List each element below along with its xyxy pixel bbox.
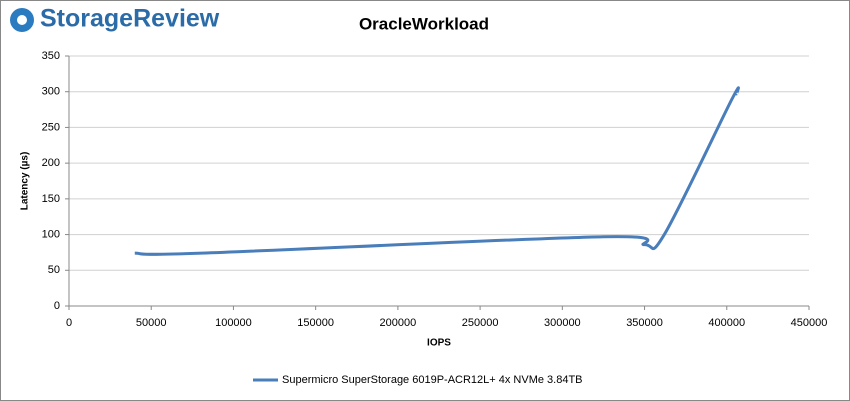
x-tick-label: 50000 [136, 317, 167, 329]
x-tick-label: 400000 [708, 317, 745, 329]
y-axis-label: Latency (µs) [20, 152, 31, 211]
x-tick-label: 0 [66, 317, 72, 329]
x-axis-label: IOPS [427, 338, 451, 349]
x-tick-label: 300000 [544, 317, 581, 329]
y-tick-label: 50 [48, 264, 60, 276]
x-tick-label: 200000 [380, 317, 417, 329]
y-tick-label: 200 [42, 157, 60, 169]
y-tick-label: 300 [42, 86, 60, 98]
x-tick-label: 450000 [791, 317, 828, 329]
y-tick-label: 350 [42, 50, 60, 62]
y-tick-label: 0 [54, 300, 60, 312]
x-tick-label: 250000 [462, 317, 499, 329]
y-tick-label: 100 [42, 228, 60, 240]
x-tick-label: 350000 [626, 317, 663, 329]
chart-title: OracleWorkload [359, 14, 489, 33]
x-tick-label: 150000 [297, 317, 334, 329]
series-line [134, 86, 740, 256]
brand: StorageReview [40, 5, 220, 33]
y-tick-label: 150 [42, 193, 60, 205]
legend-label: Supermicro SuperStorage 6019P-ACR12L+ 4x… [282, 374, 583, 386]
x-tick-label: 100000 [215, 317, 252, 329]
y-tick-label: 250 [42, 121, 60, 133]
logo: StorageReview [10, 5, 220, 33]
